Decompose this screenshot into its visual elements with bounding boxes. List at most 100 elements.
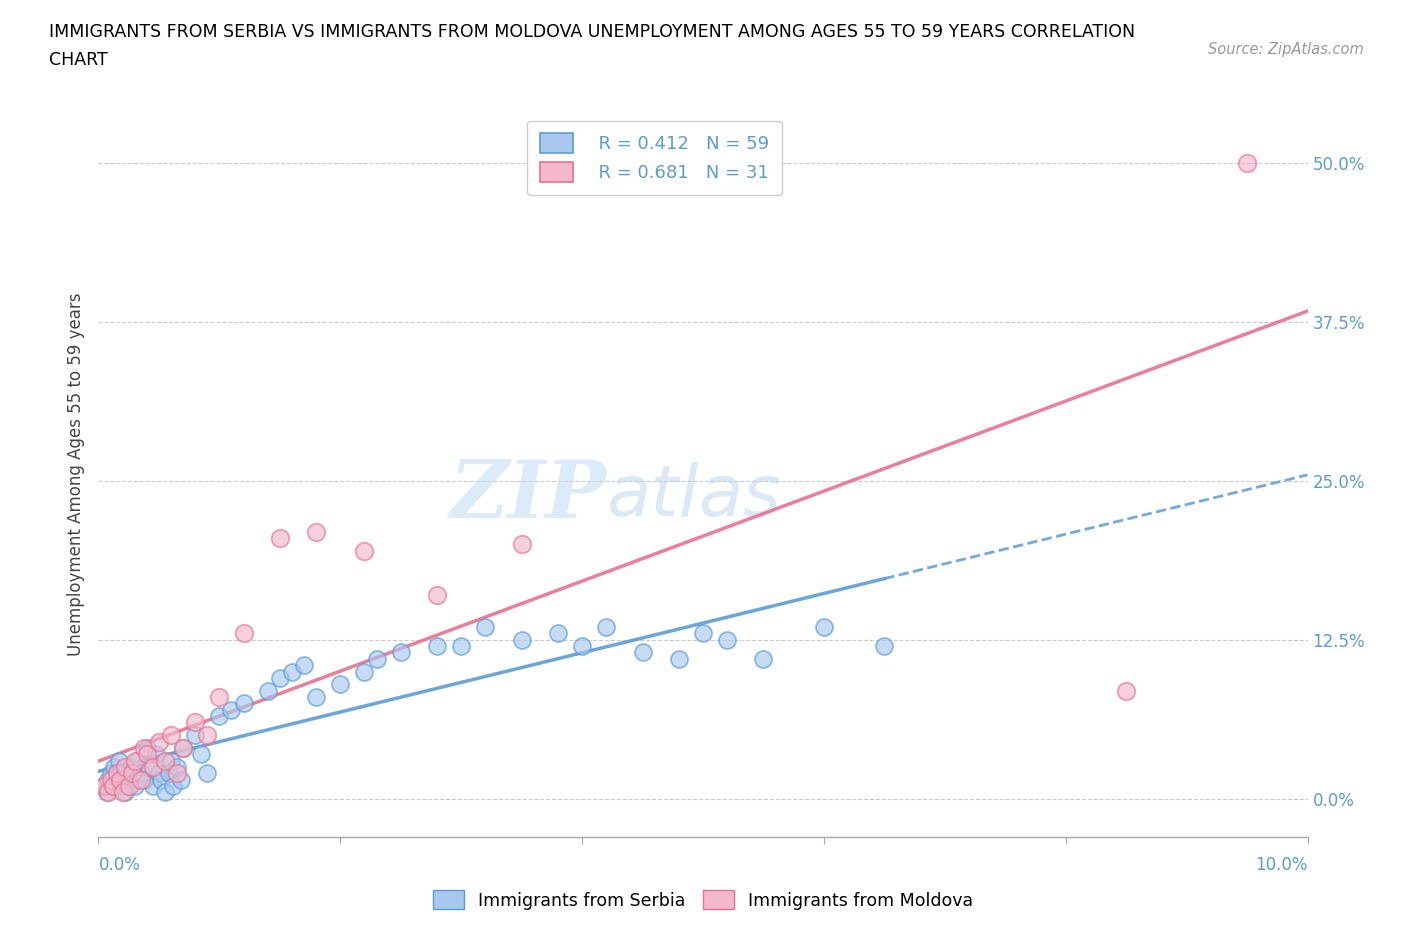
- Text: Source: ZipAtlas.com: Source: ZipAtlas.com: [1208, 42, 1364, 57]
- Point: [668, 651, 690, 666]
- Point: [426, 639, 449, 654]
- Point: [305, 689, 328, 704]
- Point: [166, 760, 188, 775]
- Point: [329, 677, 352, 692]
- Point: [114, 785, 136, 800]
- Point: [208, 709, 231, 724]
- Point: [105, 766, 128, 781]
- Text: atlas: atlas: [606, 461, 780, 530]
- Point: [96, 785, 118, 800]
- Point: [474, 619, 496, 634]
- Point: [135, 747, 157, 762]
- Point: [120, 760, 142, 775]
- Point: [148, 734, 170, 749]
- Point: [93, 778, 115, 793]
- Point: [111, 778, 134, 793]
- Point: [631, 645, 654, 660]
- Point: [184, 728, 207, 743]
- Point: [129, 766, 152, 781]
- Point: [124, 778, 146, 793]
- Point: [118, 772, 141, 787]
- Point: [221, 702, 243, 717]
- Point: [292, 658, 315, 672]
- Point: [153, 753, 176, 768]
- Point: [162, 778, 184, 793]
- Point: [232, 626, 254, 641]
- Point: [813, 619, 835, 634]
- Point: [269, 671, 291, 685]
- Point: [752, 651, 775, 666]
- Point: [389, 645, 412, 660]
- Point: [172, 740, 194, 755]
- Point: [142, 778, 165, 793]
- Point: [138, 760, 160, 775]
- Point: [1236, 155, 1258, 170]
- Point: [281, 664, 304, 679]
- Point: [157, 766, 180, 781]
- Point: [256, 684, 278, 698]
- Point: [108, 772, 131, 787]
- Text: 10.0%: 10.0%: [1256, 857, 1308, 874]
- Point: [121, 766, 143, 781]
- Point: [100, 766, 122, 781]
- Point: [195, 766, 218, 781]
- Point: [166, 766, 188, 781]
- Point: [129, 772, 152, 787]
- Text: CHART: CHART: [49, 51, 108, 69]
- Point: [169, 772, 191, 787]
- Point: [150, 772, 173, 787]
- Point: [148, 766, 170, 781]
- Point: [124, 753, 146, 768]
- Point: [93, 778, 115, 793]
- Legend: Immigrants from Serbia, Immigrants from Moldova: Immigrants from Serbia, Immigrants from …: [426, 884, 980, 917]
- Point: [114, 760, 136, 775]
- Point: [232, 696, 254, 711]
- Point: [108, 766, 131, 781]
- Point: [873, 639, 896, 654]
- Legend:   R = 0.412   N = 59,   R = 0.681   N = 31: R = 0.412 N = 59, R = 0.681 N = 31: [527, 121, 782, 194]
- Point: [100, 772, 122, 787]
- Point: [105, 772, 128, 787]
- Point: [108, 753, 131, 768]
- Point: [118, 778, 141, 793]
- Point: [184, 715, 207, 730]
- Text: ZIP: ZIP: [450, 458, 606, 535]
- Point: [195, 728, 218, 743]
- Point: [426, 588, 449, 603]
- Point: [510, 537, 533, 551]
- Y-axis label: Unemployment Among Ages 55 to 59 years: Unemployment Among Ages 55 to 59 years: [66, 293, 84, 656]
- Point: [134, 740, 156, 755]
- Point: [135, 740, 157, 755]
- Point: [97, 785, 120, 800]
- Point: [595, 619, 617, 634]
- Point: [510, 632, 533, 647]
- Point: [571, 639, 593, 654]
- Point: [353, 543, 375, 558]
- Point: [111, 785, 134, 800]
- Point: [134, 772, 156, 787]
- Point: [305, 525, 328, 539]
- Point: [172, 740, 194, 755]
- Point: [353, 664, 375, 679]
- Point: [450, 639, 472, 654]
- Point: [1115, 684, 1137, 698]
- Point: [101, 778, 124, 793]
- Point: [97, 772, 120, 787]
- Point: [160, 728, 183, 743]
- Point: [190, 747, 212, 762]
- Point: [145, 747, 167, 762]
- Point: [208, 689, 231, 704]
- Point: [127, 753, 149, 768]
- Point: [716, 632, 738, 647]
- Text: IMMIGRANTS FROM SERBIA VS IMMIGRANTS FROM MOLDOVA UNEMPLOYMENT AMONG AGES 55 TO : IMMIGRANTS FROM SERBIA VS IMMIGRANTS FRO…: [49, 23, 1135, 41]
- Point: [366, 651, 388, 666]
- Point: [547, 626, 569, 641]
- Point: [160, 753, 183, 768]
- Text: 0.0%: 0.0%: [98, 857, 141, 874]
- Point: [142, 760, 165, 775]
- Point: [101, 778, 124, 793]
- Point: [692, 626, 714, 641]
- Point: [103, 760, 125, 775]
- Point: [269, 530, 291, 545]
- Point: [153, 785, 176, 800]
